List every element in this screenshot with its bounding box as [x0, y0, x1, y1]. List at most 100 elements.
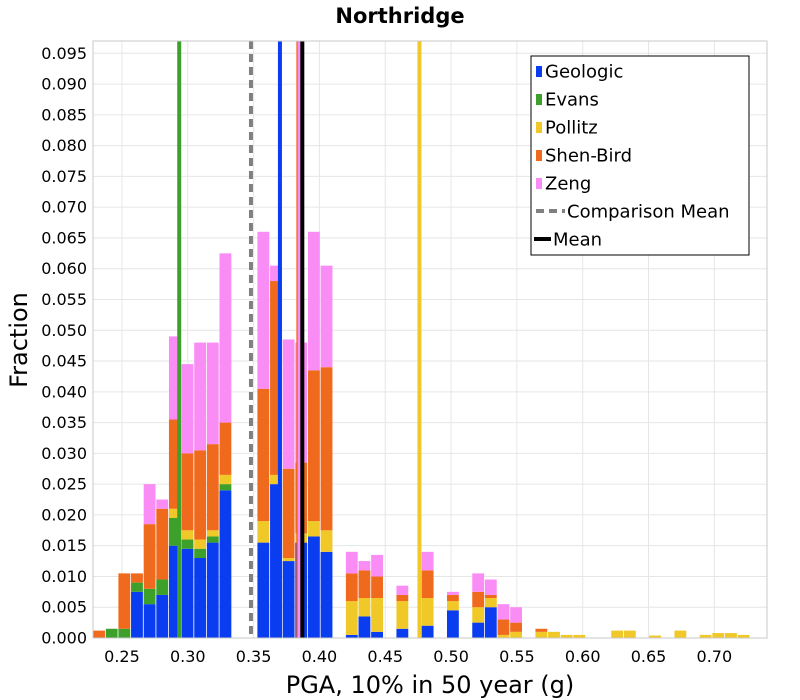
bar-segment-shen-bird [484, 594, 497, 598]
x-tick-label: 0.45 [367, 647, 403, 666]
legend-swatch [536, 122, 542, 133]
bar-segment-geologic [396, 628, 409, 638]
x-axis: 0.25 0.30 0.35 0.40 0.45 0.50 0.55 0.60 0.65 0.70 [104, 647, 732, 666]
bar-segment-shen-bird [143, 524, 156, 589]
bar-segment-pollitz [535, 631, 548, 638]
bar-segment-zeng [270, 265, 282, 282]
x-tick-label: 0.30 [170, 647, 206, 666]
y-tick-label: 0.015 [41, 536, 87, 555]
bar-segment-geologic [358, 616, 371, 638]
bar-segment-shen-bird [320, 367, 333, 531]
bar-segment-zeng [219, 253, 232, 423]
y-tick-label: 0.000 [41, 629, 87, 648]
bar-segment-zeng [421, 551, 434, 571]
bar-segment-geologic [156, 594, 169, 638]
bar-segment-geologic [371, 631, 383, 638]
bar-segment-shen-bird [472, 591, 485, 608]
bar-segment-evans [194, 548, 207, 558]
bar-segment-evans [156, 579, 169, 595]
bar-segment-zeng [194, 342, 207, 451]
bar-segment-pollitz [725, 633, 737, 638]
bar-segment-evans [181, 539, 194, 549]
legend-label: Zeng [545, 174, 591, 195]
bar-segment-evans [105, 628, 118, 638]
bar-segment-geologic [181, 548, 194, 638]
bar-segment-pollitz [484, 597, 497, 608]
bar-segment-shen-bird [156, 508, 169, 580]
y-tick-label: 0.035 [41, 413, 87, 432]
x-tick-label: 0.35 [236, 647, 272, 666]
legend-label: Shen-Bird [545, 146, 632, 167]
bar-segment-zeng [358, 561, 371, 571]
bar-segment-pollitz [320, 530, 333, 552]
bar-segment-shen-bird [219, 422, 232, 475]
y-tick-label: 0.010 [41, 567, 87, 586]
bar-segment-zeng [472, 573, 485, 592]
y-tick-label: 0.080 [41, 136, 87, 155]
legend-box [530, 55, 750, 256]
bar-segment-shen-bird [446, 594, 459, 602]
bar-segment-shen-bird [307, 370, 320, 522]
bar-segment-pollitz [560, 634, 573, 638]
bar-segment-pollitz [497, 634, 510, 638]
x-tick-label: 0.55 [499, 647, 535, 666]
bar-segment-pollitz [181, 530, 194, 540]
y-axis-label: Fraction [5, 292, 33, 388]
bar-segment-shen-bird [181, 453, 194, 531]
bar-segment-geologic [320, 551, 333, 638]
bar-segment-geologic [446, 610, 459, 638]
bar-segment-pollitz [282, 557, 295, 562]
bar-segment-pollitz [737, 634, 750, 638]
legend-swatch [536, 178, 542, 189]
bar-segment-pollitz [611, 630, 624, 638]
bar-segment-shen-bird [118, 573, 131, 629]
bar-segment-evans [219, 484, 232, 491]
bar-segment-geologic [282, 561, 295, 638]
bar-segment-shen-bird [270, 281, 282, 475]
bar-segment-shen-bird [371, 576, 383, 598]
bar-segment-shen-bird [421, 570, 434, 598]
bar-segment-evans [206, 536, 219, 543]
bar-segment-geologic [194, 557, 207, 638]
x-tick-label: 0.50 [433, 647, 469, 666]
bar-segment-pollitz [257, 521, 270, 543]
bar-segment-geologic [472, 622, 485, 638]
bar-segment-evans [143, 588, 156, 605]
bar-segment-pollitz [712, 633, 725, 638]
bar-segment-zeng [396, 585, 409, 595]
bar-segment-pollitz [446, 601, 459, 611]
bar-segment-geologic [143, 604, 156, 638]
bar-segment-geologic [168, 545, 181, 638]
plot-frame [92, 40, 768, 639]
bar-segment-pollitz [548, 631, 560, 638]
y-tick-label: 0.020 [41, 505, 87, 524]
bar-segment-pollitz [345, 601, 358, 635]
bar-segment-shen-bird [510, 622, 523, 632]
bar-segment-zeng [510, 607, 523, 623]
bar-segment-zeng [282, 339, 295, 469]
bar-segment-geologic [206, 542, 219, 638]
bar-segment-zeng [168, 336, 181, 420]
bar-segment-pollitz [168, 508, 181, 518]
y-tick-label: 0.025 [41, 475, 87, 494]
bar-segment-zeng [446, 591, 459, 595]
bar-segment-pollitz [396, 601, 409, 629]
x-tick-label: 0.70 [697, 647, 733, 666]
bar-segment-evans [118, 628, 131, 638]
legend-swatch [536, 66, 542, 77]
bar-segment-shen-bird [396, 594, 409, 602]
legend-label: Mean [553, 230, 602, 251]
bar-segment-geologic [345, 634, 358, 638]
y-tick-label: 0.075 [41, 167, 87, 186]
bar-segment-evans [168, 517, 181, 546]
bar-segment-pollitz [649, 635, 662, 638]
bar-segment-shen-bird [194, 450, 207, 540]
y-tick-label: 0.005 [41, 598, 87, 617]
legend-label: Evans [545, 90, 599, 111]
y-tick-label: 0.055 [41, 290, 87, 309]
bar-segment-pollitz [510, 631, 523, 638]
bar-segment-geologic [131, 591, 143, 638]
bar-segment-geologic [270, 484, 282, 638]
bar-segment-shen-bird [497, 619, 510, 635]
